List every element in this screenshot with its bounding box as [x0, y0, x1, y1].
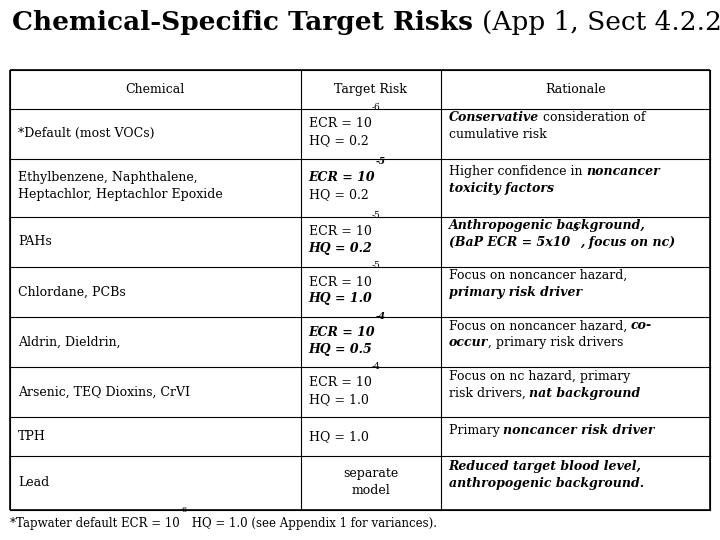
Text: occur: occur: [449, 336, 488, 349]
Text: Chemical: Chemical: [125, 83, 185, 96]
Text: -6: -6: [372, 103, 380, 112]
Text: HQ = 1.0: HQ = 1.0: [308, 393, 369, 406]
Text: ECR = 10: ECR = 10: [308, 117, 372, 130]
Text: (App 1, Sect 4.2.2): (App 1, Sect 4.2.2): [482, 10, 720, 35]
Text: Rationale: Rationale: [545, 83, 606, 96]
Text: ECR = 10: ECR = 10: [308, 376, 372, 389]
Text: HQ = 1.0: HQ = 1.0: [308, 430, 369, 443]
Text: noncancer: noncancer: [586, 165, 660, 178]
Text: Focus on noncancer hazard,: Focus on noncancer hazard,: [449, 269, 626, 282]
Text: ECR = 10: ECR = 10: [308, 171, 375, 184]
Text: Target Risk: Target Risk: [334, 83, 407, 96]
Text: Focus on nc hazard, primary: Focus on nc hazard, primary: [449, 369, 630, 382]
Text: toxicity factors: toxicity factors: [449, 182, 554, 195]
Text: consideration of: consideration of: [539, 111, 645, 124]
Text: Primary: Primary: [449, 424, 503, 437]
Text: co-: co-: [631, 319, 652, 333]
Text: , primary risk drivers: , primary risk drivers: [488, 336, 624, 349]
Text: Heptachlor, Heptachlor Epoxide: Heptachlor, Heptachlor Epoxide: [18, 188, 222, 201]
Text: Arsenic, TEQ Dioxins, CrVI: Arsenic, TEQ Dioxins, CrVI: [18, 386, 190, 399]
Text: PAHs: PAHs: [18, 235, 52, 248]
Text: Ethylbenzene, Naphthalene,: Ethylbenzene, Naphthalene,: [18, 171, 197, 184]
Text: Aldrin, Dieldrin,: Aldrin, Dieldrin,: [18, 335, 120, 349]
Text: Reduced target blood level,: Reduced target blood level,: [449, 460, 642, 473]
Text: separate: separate: [343, 467, 398, 480]
Text: anthropogenic background.: anthropogenic background.: [449, 477, 644, 490]
Text: -6: -6: [180, 507, 188, 515]
Text: HQ = 0.2: HQ = 0.2: [308, 188, 368, 201]
Text: Lead: Lead: [18, 476, 49, 489]
Text: ECR = 10: ECR = 10: [308, 275, 372, 288]
Text: Conservative: Conservative: [449, 111, 539, 124]
Text: HQ = 0.5: HQ = 0.5: [308, 342, 372, 356]
Text: ECR = 10: ECR = 10: [308, 225, 372, 238]
Text: HQ = 1.0 (see Appendix 1 for variances).: HQ = 1.0 (see Appendix 1 for variances).: [188, 517, 437, 530]
Text: risk drivers,: risk drivers,: [449, 387, 529, 400]
Text: Chlordane, PCBs: Chlordane, PCBs: [18, 286, 126, 299]
Text: -5: -5: [570, 225, 580, 233]
Text: ECR = 10: ECR = 10: [308, 326, 375, 339]
Text: -4: -4: [372, 362, 380, 370]
Text: HQ = 1.0: HQ = 1.0: [308, 293, 372, 306]
Text: *Tapwater default ECR = 10: *Tapwater default ECR = 10: [10, 517, 180, 530]
Text: noncancer risk driver: noncancer risk driver: [503, 424, 655, 437]
Text: model: model: [351, 483, 390, 496]
Text: (BaP ECR = 5x10: (BaP ECR = 5x10: [449, 236, 570, 249]
Text: -4: -4: [375, 312, 385, 321]
Text: nat background: nat background: [529, 387, 641, 400]
Text: Focus on noncancer hazard,: Focus on noncancer hazard,: [449, 319, 631, 333]
Text: -5: -5: [372, 261, 380, 271]
Text: HQ = 0.2: HQ = 0.2: [308, 242, 372, 255]
Text: HQ = 0.2: HQ = 0.2: [308, 134, 368, 147]
Text: , focus on nc): , focus on nc): [580, 236, 675, 249]
Text: Chemical-Specific Target Risks: Chemical-Specific Target Risks: [12, 10, 482, 35]
Text: -5: -5: [372, 211, 380, 220]
Text: -5: -5: [375, 157, 385, 166]
Text: Anthropogenic background,: Anthropogenic background,: [449, 219, 645, 232]
Text: cumulative risk: cumulative risk: [449, 128, 546, 141]
Text: primary risk driver: primary risk driver: [449, 286, 582, 299]
Text: *Default (most VOCs): *Default (most VOCs): [18, 127, 155, 140]
Text: Higher confidence in: Higher confidence in: [449, 165, 586, 178]
Text: TPH: TPH: [18, 430, 46, 443]
